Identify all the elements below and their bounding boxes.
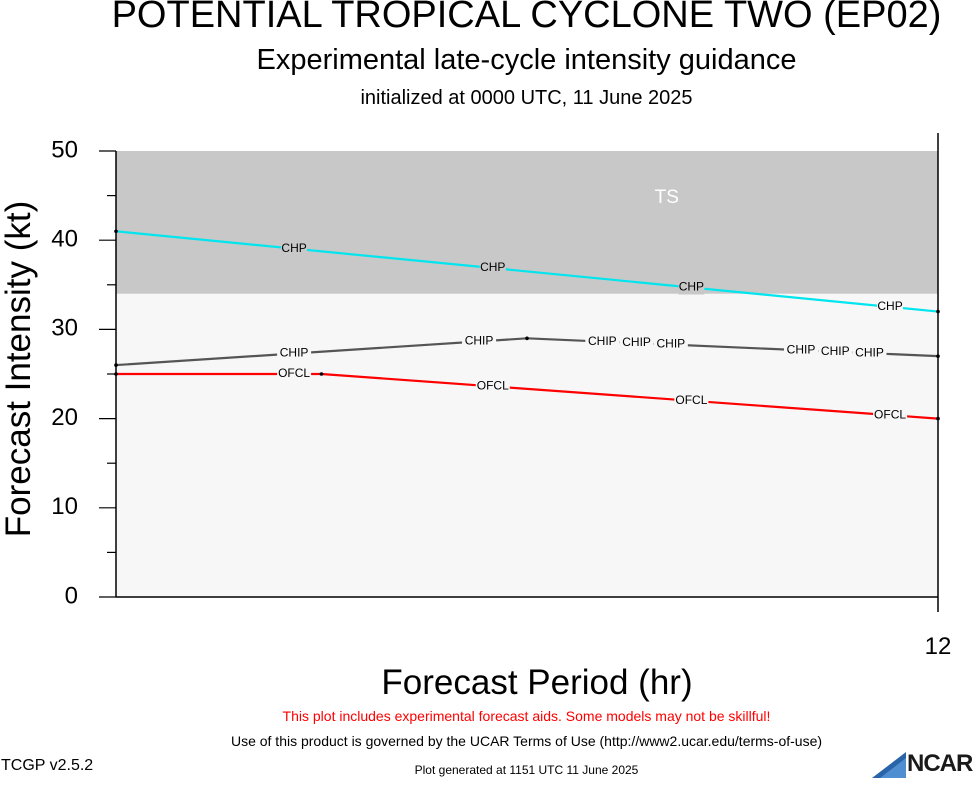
- series-label-chip: CHIP: [588, 334, 617, 348]
- series-label-bg-chip: [852, 346, 887, 361]
- band-label-ts: TS: [655, 187, 679, 208]
- y-tick-label: 40: [51, 226, 78, 253]
- series-label-chp: CHP: [877, 299, 902, 313]
- series-label-ofcl: OFCL: [675, 393, 707, 407]
- series-point-chip: [936, 354, 940, 358]
- chart-subtitle: Experimental late-cycle intensity guidan…: [256, 44, 797, 76]
- series-label-chip: CHIP: [465, 334, 494, 348]
- series-label-bg-chip: [653, 337, 688, 352]
- series-label-chip: CHIP: [787, 342, 816, 356]
- series-lines: CHP CHP CHP CHP CHIP CHIP CHIP CHIP CHIP CHIP CHIP…: [114, 229, 940, 423]
- series-label-chp: CHP: [480, 260, 505, 274]
- series-point-ofcl: [936, 416, 940, 421]
- series-label-bg-chip: [585, 334, 620, 349]
- series-label-chip: CHIP: [855, 345, 884, 359]
- series-label-bg-chip: [462, 334, 497, 349]
- ncar-logo-text: NCAR: [907, 750, 973, 777]
- series-label-ofcl: OFCL: [278, 366, 310, 380]
- series-label-ofcl: OFCL: [477, 379, 509, 393]
- chart-axes: 0 10 20 30 40 50 12: [51, 133, 951, 660]
- series-point-chp: [114, 229, 118, 234]
- y-axis-label: Forecast Intensity (kt): [0, 201, 38, 537]
- terms-of-use-notice: Use of this product is governed by the U…: [230, 733, 823, 749]
- series-line-chp: [115, 230, 939, 313]
- series-label-bg-ofcl: [873, 408, 908, 423]
- series-label-bg-chip: [818, 344, 853, 359]
- intensity-bands: TS: [116, 151, 938, 294]
- x-tick-label: 12: [925, 633, 952, 660]
- series-point-chp: [936, 309, 940, 314]
- series-point-ofcl: [114, 372, 118, 376]
- series-label-bg-ofcl: [277, 367, 312, 381]
- series-label-bg-chp: [877, 299, 904, 314]
- series-point-ofcl: [319, 372, 324, 376]
- experimental-warning: This plot includes experimental forecast…: [282, 708, 771, 724]
- series-label-chip: CHIP: [657, 337, 686, 351]
- init-time-label: initialized at 0000 UTC, 11 June 2025: [360, 87, 693, 109]
- y-tick-label: 20: [51, 404, 78, 431]
- series-label-chp: CHP: [679, 280, 704, 294]
- series-point-chip: [114, 363, 118, 367]
- series-label-bg-chp: [479, 261, 506, 276]
- series-label-chip: CHIP: [622, 335, 651, 349]
- series-label-chip: CHIP: [280, 346, 309, 360]
- series-label-bg-chp: [281, 241, 308, 256]
- version-label: TCGP v2.5.2: [1, 757, 94, 774]
- series-label-ofcl: OFCL: [874, 407, 906, 421]
- band-ts: [116, 151, 938, 294]
- y-tick-label: 30: [51, 315, 78, 342]
- series-label-bg-ofcl: [475, 379, 510, 394]
- ncar-logo: NCAR: [870, 748, 973, 780]
- y-tick-label: 50: [51, 136, 78, 163]
- x-axis-label: Forecast Period (hr): [381, 663, 692, 702]
- generated-time-label: Plot generated at 1151 UTC 11 June 2025: [414, 763, 639, 777]
- series-label-bg-chip: [619, 336, 654, 351]
- series-label-bg-ofcl: [674, 393, 709, 408]
- chart-title: POTENTIAL TROPICAL CYCLONE TWO (EP02): [111, 0, 942, 36]
- ncar-logo-mark-icon: [872, 752, 906, 778]
- series-label-bg-chip: [277, 346, 312, 361]
- series-label-chp: CHP: [281, 241, 306, 255]
- series-label-bg-chp: [678, 280, 705, 295]
- series-label-chip: CHIP: [821, 344, 850, 358]
- series-label-bg-chip: [784, 343, 818, 358]
- series-point-chip: [525, 336, 529, 341]
- y-tick-label: 10: [51, 493, 78, 520]
- y-tick-label: 0: [65, 582, 78, 609]
